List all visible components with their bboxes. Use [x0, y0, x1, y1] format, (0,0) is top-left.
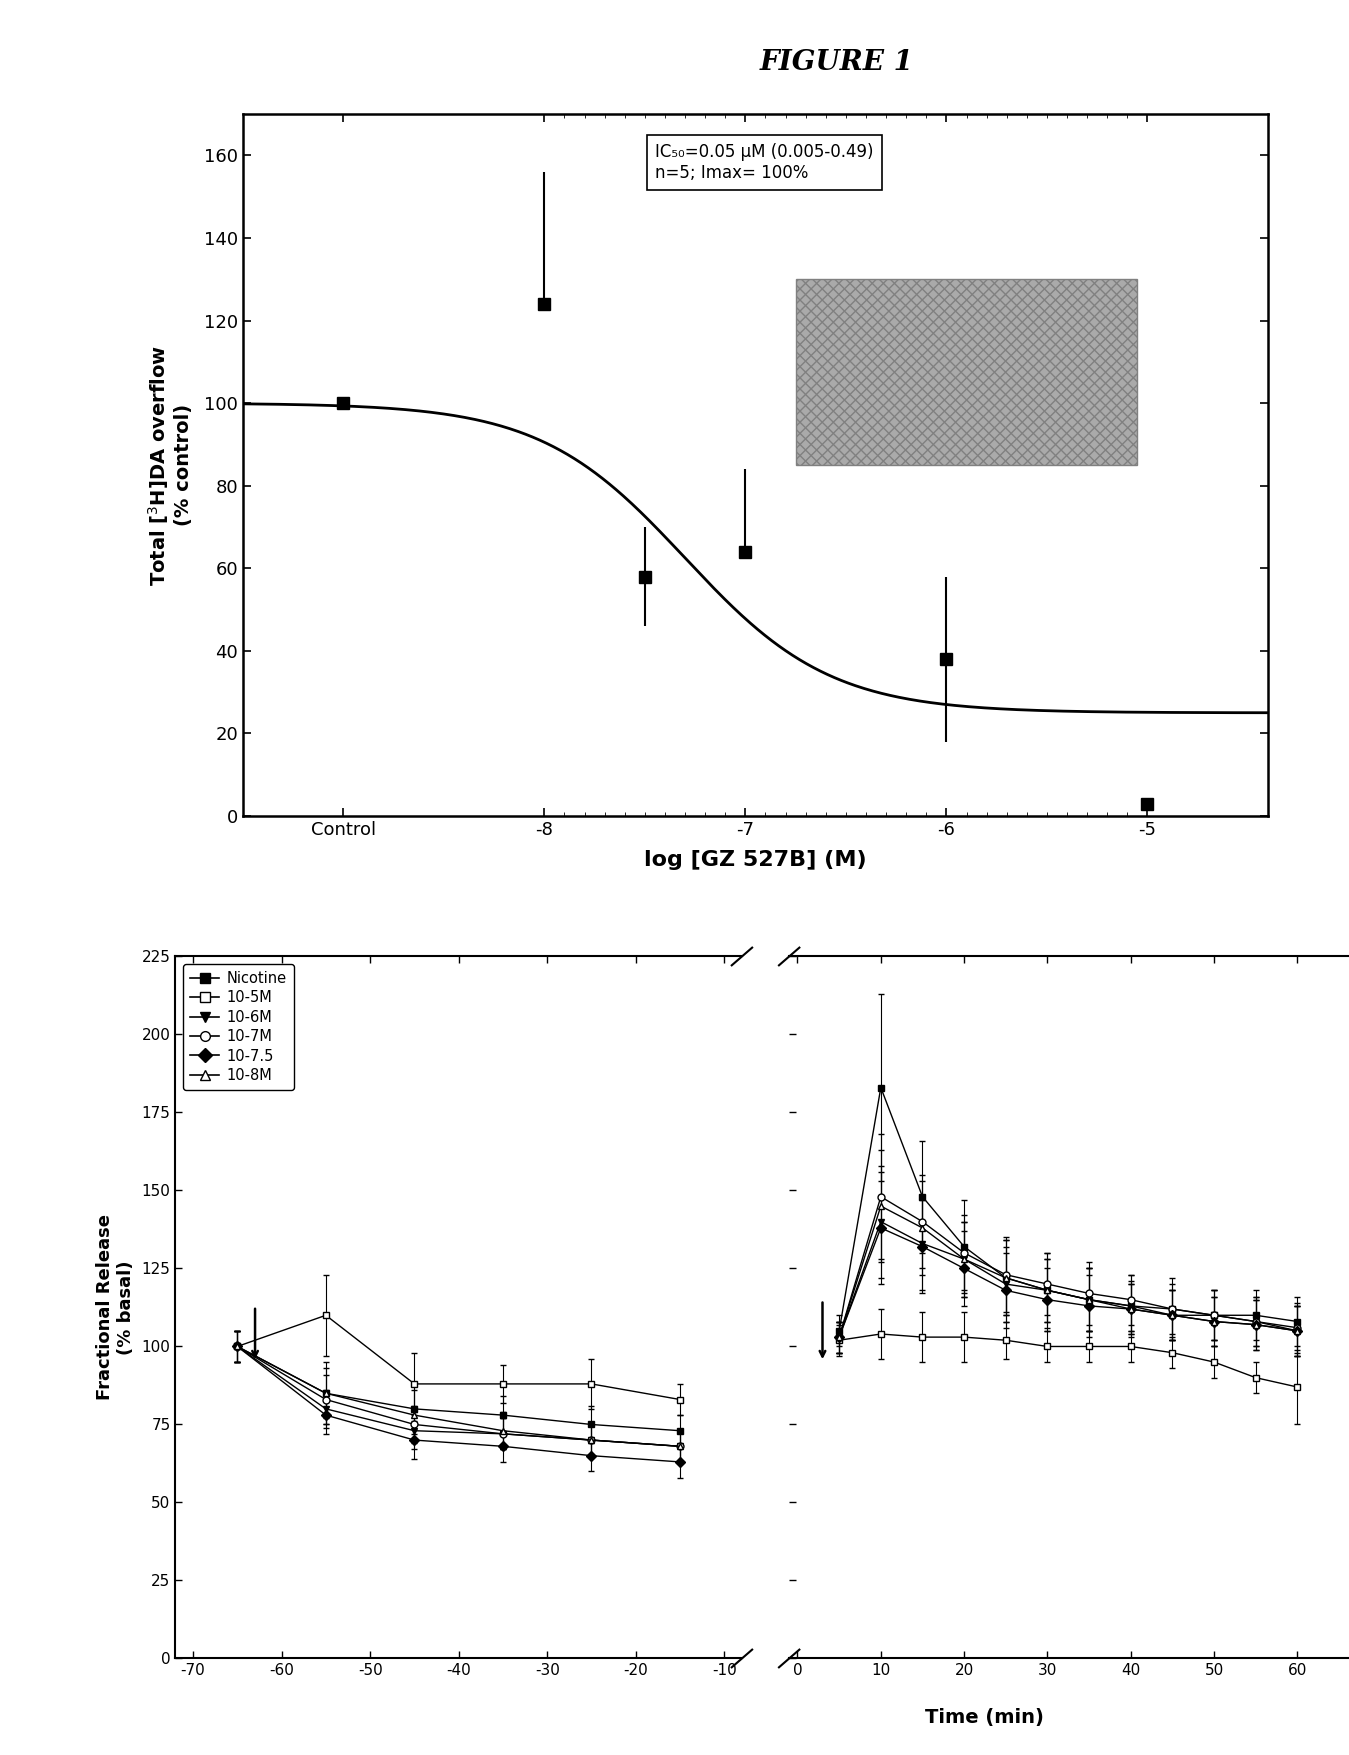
- Text: Time (min): Time (min): [925, 1708, 1044, 1727]
- Y-axis label: Total [$^3$H]DA overflow
(% control): Total [$^3$H]DA overflow (% control): [146, 344, 193, 586]
- Y-axis label: Fractional Release
(% basal): Fractional Release (% basal): [96, 1214, 135, 1400]
- X-axis label: log [GZ 527B] (M): log [GZ 527B] (M): [643, 849, 867, 870]
- Bar: [796, 279, 1137, 465]
- Text: FIGURE 1: FIGURE 1: [759, 49, 913, 75]
- Bar: [796, 279, 1137, 465]
- Text: IC₅₀=0.05 μM (0.005-0.49)
n=5; Imax= 100%: IC₅₀=0.05 μM (0.005-0.49) n=5; Imax= 100…: [654, 142, 873, 183]
- Legend: Nicotine, 10-5M, 10-6M, 10-7M, 10-7.5, 10-8M: Nicotine, 10-5M, 10-6M, 10-7M, 10-7.5, 1…: [182, 963, 294, 1090]
